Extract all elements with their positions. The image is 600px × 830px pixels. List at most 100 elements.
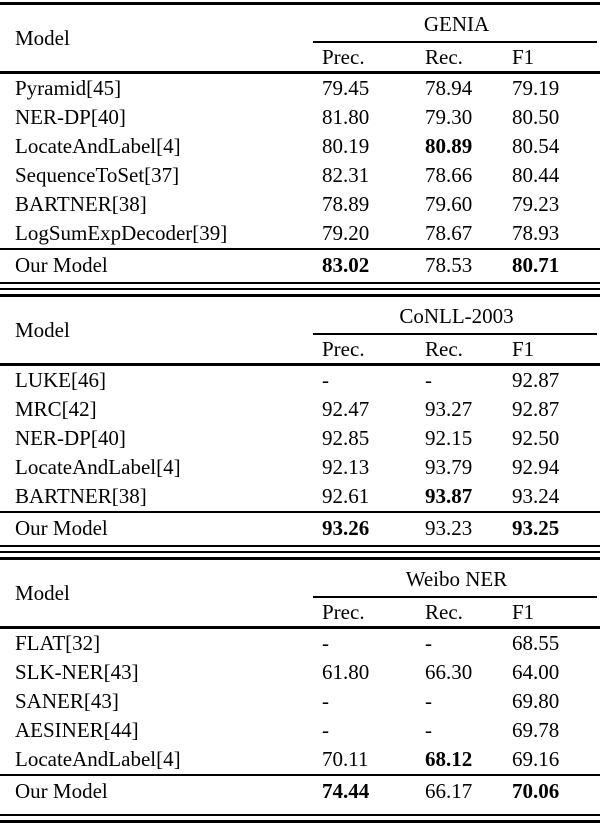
rec-value: 66.30 bbox=[425, 660, 473, 684]
rec-value: 66.17 bbox=[425, 779, 473, 803]
rec-value: 93.27 bbox=[425, 397, 473, 421]
f1-value: 70.06 bbox=[512, 779, 560, 803]
table-header: Model CoNLL-2003 Prec. Rec. F1 bbox=[0, 297, 600, 363]
prec-value: 82.31 bbox=[322, 163, 370, 187]
f1-value: 93.24 bbox=[512, 484, 560, 508]
table-row: LogSumExpDecoder[39] 79.20 78.67 78.93 bbox=[0, 219, 600, 248]
model-column-header: Model bbox=[15, 317, 70, 342]
table-row: SequenceToSet[37] 82.31 78.66 80.44 bbox=[0, 161, 600, 190]
prec-value: 61.80 bbox=[322, 660, 370, 684]
rec-value: 93.79 bbox=[425, 455, 473, 479]
horizontal-rule bbox=[0, 774, 600, 776]
f1-value: 64.00 bbox=[512, 660, 560, 684]
f1-value: 80.44 bbox=[512, 163, 560, 187]
our-model-row: Our Model 93.26 93.23 93.25 bbox=[0, 513, 600, 543]
f1-value: 80.54 bbox=[512, 134, 560, 158]
results-table-conll2003: Model CoNLL-2003 Prec. Rec. F1 LUKE[46] … bbox=[0, 294, 600, 553]
rec-value: 68.12 bbox=[425, 747, 473, 771]
model-name: Our Model bbox=[15, 516, 108, 540]
f1-value: 69.78 bbox=[512, 718, 560, 742]
rec-value: 78.53 bbox=[425, 253, 473, 277]
table-row: LocateAndLabel[4] 70.11 68.12 69.16 bbox=[0, 745, 600, 774]
cmid-rule bbox=[313, 596, 597, 598]
rec-value: - bbox=[425, 689, 432, 713]
prec-value: 78.89 bbox=[322, 192, 370, 216]
prec-value: - bbox=[322, 631, 329, 655]
f1-value: 68.55 bbox=[512, 631, 560, 655]
double-rule bbox=[0, 282, 600, 290]
horizontal-rule bbox=[0, 71, 600, 74]
rec-value: - bbox=[425, 631, 432, 655]
model-column-header: Model bbox=[15, 25, 70, 50]
f1-value: 92.94 bbox=[512, 455, 560, 479]
rec-value: 78.66 bbox=[425, 163, 473, 187]
model-name: LocateAndLabel[4] bbox=[15, 134, 181, 158]
metric-column-headers: Prec. Rec. F1 bbox=[313, 43, 600, 71]
cmid-rule bbox=[313, 333, 597, 335]
rec-value: 93.87 bbox=[425, 484, 473, 508]
prec-value: 92.85 bbox=[322, 426, 370, 450]
col-header-f1: F1 bbox=[512, 600, 535, 624]
rec-value: 78.94 bbox=[425, 76, 473, 100]
f1-value: 92.50 bbox=[512, 426, 560, 450]
horizontal-rule bbox=[0, 557, 600, 560]
prec-value: - bbox=[322, 689, 329, 713]
horizontal-rule bbox=[0, 626, 600, 629]
model-name: LocateAndLabel[4] bbox=[15, 747, 181, 771]
horizontal-rule bbox=[0, 248, 600, 250]
model-name: FLAT[32] bbox=[15, 631, 101, 655]
f1-value: 69.16 bbox=[512, 747, 560, 771]
horizontal-rule bbox=[0, 511, 600, 513]
prec-value: 92.61 bbox=[322, 484, 370, 508]
prec-value: 92.47 bbox=[322, 397, 370, 421]
our-model-row: Our Model 83.02 78.53 80.71 bbox=[0, 250, 600, 280]
f1-value: 79.19 bbox=[512, 76, 560, 100]
rec-value: - bbox=[425, 718, 432, 742]
dataset-header-group: Weibo NER Prec. Rec. F1 bbox=[313, 560, 600, 626]
results-table-weibo: Model Weibo NER Prec. Rec. F1 FLAT[32] -… bbox=[0, 557, 600, 823]
rec-value: 79.60 bbox=[425, 192, 473, 216]
col-header-rec: Rec. bbox=[425, 45, 463, 69]
table-row: SANER[43] - - 69.80 bbox=[0, 687, 600, 716]
rec-value: 78.67 bbox=[425, 221, 473, 245]
model-column-header: Model bbox=[15, 580, 70, 605]
dataset-header-group: CoNLL-2003 Prec. Rec. F1 bbox=[313, 297, 600, 363]
rec-value: - bbox=[425, 368, 432, 392]
model-name: SLK-NER[43] bbox=[15, 660, 139, 684]
model-name: LogSumExpDecoder[39] bbox=[15, 221, 228, 245]
model-name: Our Model bbox=[15, 253, 108, 277]
prec-value: - bbox=[322, 368, 329, 392]
table-row: NER-DP[40] 81.80 79.30 80.50 bbox=[0, 103, 600, 132]
f1-value: 80.71 bbox=[512, 253, 560, 277]
f1-value: 79.23 bbox=[512, 192, 560, 216]
prec-value: 93.26 bbox=[322, 516, 370, 540]
f1-value: 69.80 bbox=[512, 689, 560, 713]
table-header: Model Weibo NER Prec. Rec. F1 bbox=[0, 560, 600, 626]
table-row: LocateAndLabel[4] 80.19 80.89 80.54 bbox=[0, 132, 600, 161]
model-name: LocateAndLabel[4] bbox=[15, 455, 181, 479]
col-header-f1: F1 bbox=[512, 337, 535, 361]
double-rule bbox=[0, 814, 600, 823]
model-name: NER-DP[40] bbox=[15, 105, 126, 129]
col-header-rec: Rec. bbox=[425, 337, 463, 361]
horizontal-rule bbox=[0, 294, 600, 297]
prec-value: 80.19 bbox=[322, 134, 370, 158]
prec-value: 79.45 bbox=[322, 76, 370, 100]
metric-column-headers: Prec. Rec. F1 bbox=[313, 598, 600, 626]
cmid-rule bbox=[313, 41, 597, 43]
dataset-name: GENIA bbox=[423, 12, 490, 36]
dataset-header-group: GENIA Prec. Rec. F1 bbox=[313, 5, 600, 71]
f1-value: 93.25 bbox=[512, 516, 560, 540]
model-name: MRC[42] bbox=[15, 397, 97, 421]
results-table-genia: Model GENIA Prec. Rec. F1 Pyramid[45] 79… bbox=[0, 2, 600, 290]
metric-column-headers: Prec. Rec. F1 bbox=[313, 335, 600, 363]
col-header-prec: Prec. bbox=[322, 337, 365, 361]
f1-value: 80.50 bbox=[512, 105, 560, 129]
prec-value: 74.44 bbox=[322, 779, 370, 803]
double-rule bbox=[0, 545, 600, 553]
col-header-prec: Prec. bbox=[322, 45, 365, 69]
col-header-rec: Rec. bbox=[425, 600, 463, 624]
rec-value: 92.15 bbox=[425, 426, 473, 450]
f1-value: 78.93 bbox=[512, 221, 560, 245]
